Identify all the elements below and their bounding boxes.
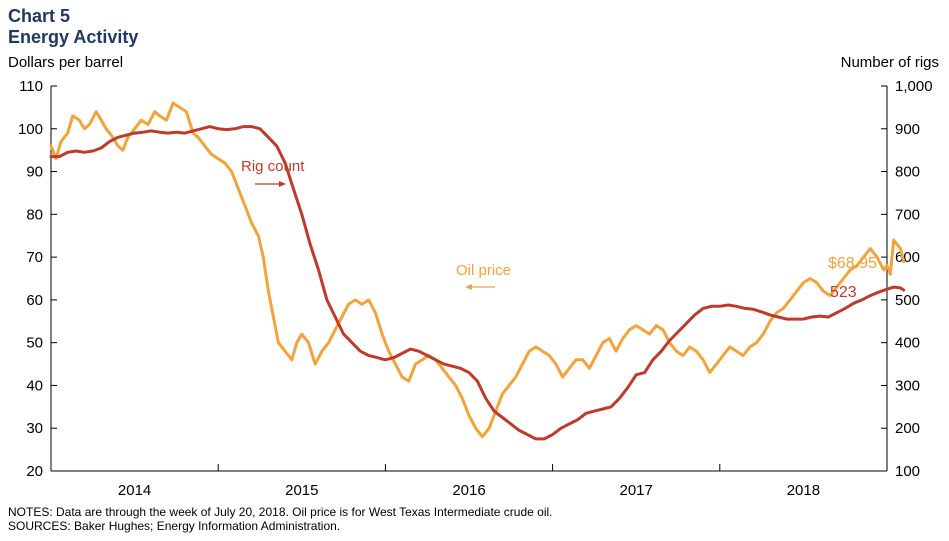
left-tick-label: 60 xyxy=(26,292,43,309)
left-tick-label: 110 xyxy=(19,78,43,95)
right-tick-label: 100 xyxy=(895,463,920,480)
x-tick-label: 2018 xyxy=(787,482,820,499)
right-tick-label: 200 xyxy=(895,420,920,437)
right-tick-label: 1,000 xyxy=(895,78,933,95)
sources-text: SOURCES: Baker Hughes; Energy Informatio… xyxy=(8,519,341,533)
right-tick-label: 400 xyxy=(895,335,920,352)
left-tick-label: 100 xyxy=(18,121,43,138)
oil-price-arrowhead xyxy=(465,284,472,290)
left-tick-label: 30 xyxy=(26,420,43,437)
oil-price-label: Oil price xyxy=(456,262,511,279)
chart-notes: NOTES: Data are through the week of July… xyxy=(8,505,552,533)
notes-text: NOTES: Data are through the week of July… xyxy=(8,505,553,519)
rig-count-line xyxy=(49,125,906,441)
right-tick-label: 500 xyxy=(895,292,920,309)
left-tick-label: 20 xyxy=(26,463,43,480)
right-axis-title: Number of rigs xyxy=(840,54,939,71)
left-tick-label: 80 xyxy=(26,206,43,223)
right-tick-label: 600 xyxy=(895,249,920,266)
chart-subtitle: Energy Activity xyxy=(8,27,139,47)
right-tick-label: 900 xyxy=(895,121,920,138)
x-tick-label: 2014 xyxy=(118,482,151,499)
left-tick-label: 70 xyxy=(26,249,43,266)
left-tick-label: 90 xyxy=(26,164,43,181)
x-tick-label: 2017 xyxy=(620,482,653,499)
x-tick-label: 2016 xyxy=(452,482,485,499)
right-tick-label: 300 xyxy=(895,377,920,394)
right-tick-label: 700 xyxy=(895,206,920,223)
oil-price-end-label: $68.95 xyxy=(828,255,877,272)
rig-count-end-label: 523 xyxy=(830,284,857,301)
left-tick-label: 50 xyxy=(26,335,43,352)
left-tick-label: 40 xyxy=(26,377,43,394)
x-tick-label: 2015 xyxy=(285,482,318,499)
rig-count-label: Rig count xyxy=(241,158,305,175)
chart-title: Chart 5 xyxy=(8,6,71,26)
right-tick-label: 800 xyxy=(895,164,920,181)
left-axis-title: Dollars per barrel xyxy=(8,54,124,71)
rig-count-arrowhead xyxy=(279,181,286,187)
